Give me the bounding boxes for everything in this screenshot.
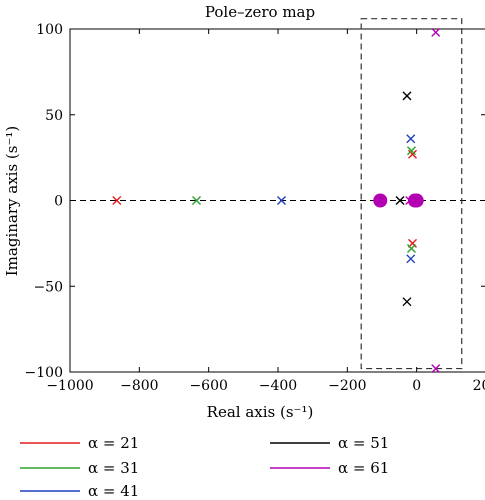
pole-marker (402, 297, 412, 307)
y-tick-label: 100 (36, 22, 63, 38)
legend-label: α = 21 (88, 434, 139, 452)
x-axis-label: Real axis (s⁻¹) (207, 403, 314, 421)
pole-marker (406, 244, 416, 254)
x-tick-label: 200 (473, 378, 485, 394)
pole-marker (192, 196, 202, 205)
x-tick-label: −1000 (46, 378, 93, 394)
pole-marker (406, 254, 416, 264)
pole-marker (276, 196, 286, 205)
pole-marker (402, 91, 412, 101)
zero-marker (409, 193, 424, 208)
legend: α = 21 α = 31 α = 41 α = 51 α = 61 (20, 434, 389, 500)
y-tick-label: −50 (33, 279, 63, 295)
y-tick-label: 0 (54, 194, 63, 210)
pole-marker (112, 196, 122, 205)
x-tick-label: −600 (189, 378, 227, 394)
legend-label: α = 51 (338, 434, 389, 452)
legend-label: α = 41 (88, 482, 139, 500)
pole-marker (395, 196, 405, 205)
zero-marker (373, 193, 388, 208)
legend-label: α = 61 (338, 459, 389, 477)
x-tick-label: −400 (259, 378, 297, 394)
chart-title: Pole–zero map (205, 3, 315, 21)
y-tick-label: 50 (45, 108, 63, 124)
pole-marker (406, 146, 416, 156)
highlight-box (360, 18, 463, 370)
pole-marker (431, 27, 441, 37)
x-tick-label: −800 (120, 378, 158, 394)
pole-marker (431, 364, 441, 374)
legend-label: α = 31 (88, 459, 139, 477)
y-tick-label: −100 (25, 365, 63, 381)
plot-area: −1000 −800 −600 −400 −200 0 200 −100 −50 0 50 100 (25, 18, 485, 394)
pole-marker (406, 134, 416, 144)
x-tick-label: −200 (328, 378, 366, 394)
x-tick-label: 0 (412, 378, 421, 394)
y-axis-label: Imaginary axis (s⁻¹) (3, 126, 21, 277)
